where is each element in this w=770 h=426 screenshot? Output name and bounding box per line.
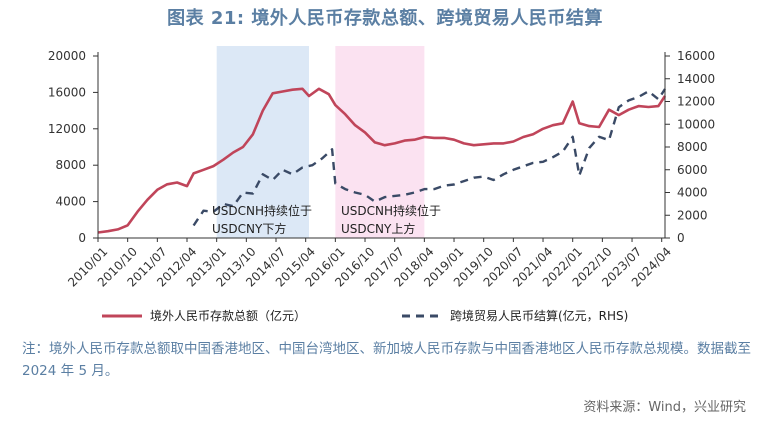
legend-deposit-label: 境外人民币存款总额（亿元） — [150, 308, 306, 323]
right-axis-tick-label: 2000 — [677, 208, 708, 222]
annotation-2-line-2: USDCNY上方 — [341, 221, 415, 236]
annotation-1-line-2: USDCNY下方 — [212, 221, 286, 236]
annotation-1-line-1: USDCNH持续位于 — [212, 203, 312, 218]
left-axis-tick-label: 0 — [78, 231, 86, 245]
source-note: 资料来源：Wind，兴业研究 — [583, 400, 746, 415]
right-axis-tick-label: 10000 — [677, 117, 715, 131]
right-axis-tick-label: 12000 — [677, 95, 715, 109]
right-axis-tick-label: 0 — [677, 231, 685, 245]
left-axis-tick-label: 16000 — [48, 85, 86, 99]
annotation-2-line-1: USDCNH持续位于 — [341, 203, 441, 218]
legend: 境外人民币存款总额（亿元） 跨境贸易人民币结算(亿元，RHS) — [102, 308, 628, 323]
shaded-period-2 — [335, 46, 425, 238]
axes — [97, 52, 666, 239]
right-axis-tick-label: 6000 — [677, 163, 708, 177]
right-axis-ticks: 0 2000 4000 6000 8000 10000 12000 14000 16000 — [665, 49, 715, 245]
series-settlement-line — [192, 88, 667, 227]
left-axis-ticks: 0 4000 8000 12000 16000 20000 — [48, 49, 98, 245]
right-axis-tick-label: 4000 — [677, 186, 708, 200]
right-axis-tick-label: 16000 — [677, 49, 715, 63]
page-title: 图表 21: 境外人民币存款总额、跨境贸易人民币结算 — [167, 8, 603, 29]
series-layer — [97, 87, 667, 234]
right-axis-tick-label: 8000 — [677, 140, 708, 154]
footnote: 注：境外人民币存款总额取中国香港地区、中国台湾地区、新加坡人民币存款与中国香港地… — [22, 341, 751, 379]
left-axis-tick-label: 8000 — [55, 158, 86, 172]
series-deposit-line — [97, 87, 667, 234]
left-axis-tick-label: 12000 — [48, 122, 86, 136]
left-axis-tick-label: 20000 — [48, 49, 86, 63]
x-axis-ticks: 2010/012010/102011/072012/042013/012013/… — [65, 238, 674, 290]
right-axis-tick-label: 14000 — [677, 72, 715, 86]
legend-settlement-label: 跨境贸易人民币结算(亿元，RHS) — [450, 308, 628, 323]
left-axis-tick-label: 4000 — [55, 195, 86, 209]
